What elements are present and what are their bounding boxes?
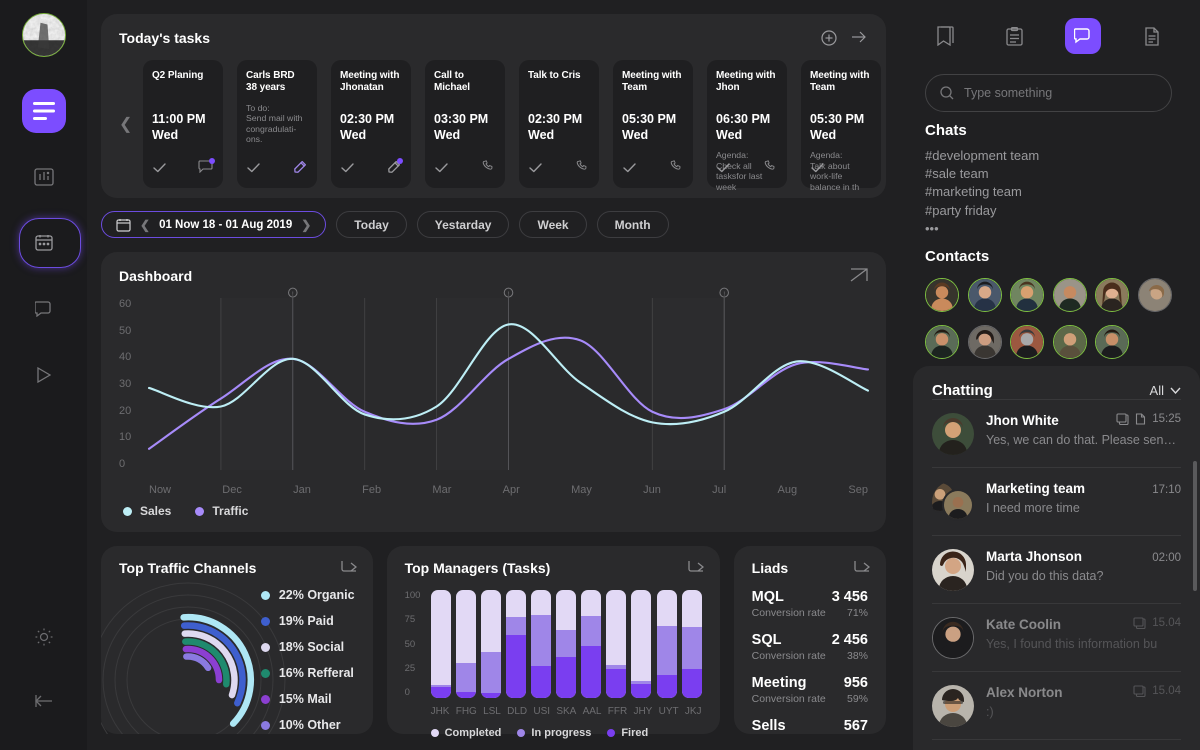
svg-text:!: ! (508, 291, 510, 298)
svg-text:!: ! (292, 291, 294, 298)
svg-text:!: ! (723, 291, 725, 298)
